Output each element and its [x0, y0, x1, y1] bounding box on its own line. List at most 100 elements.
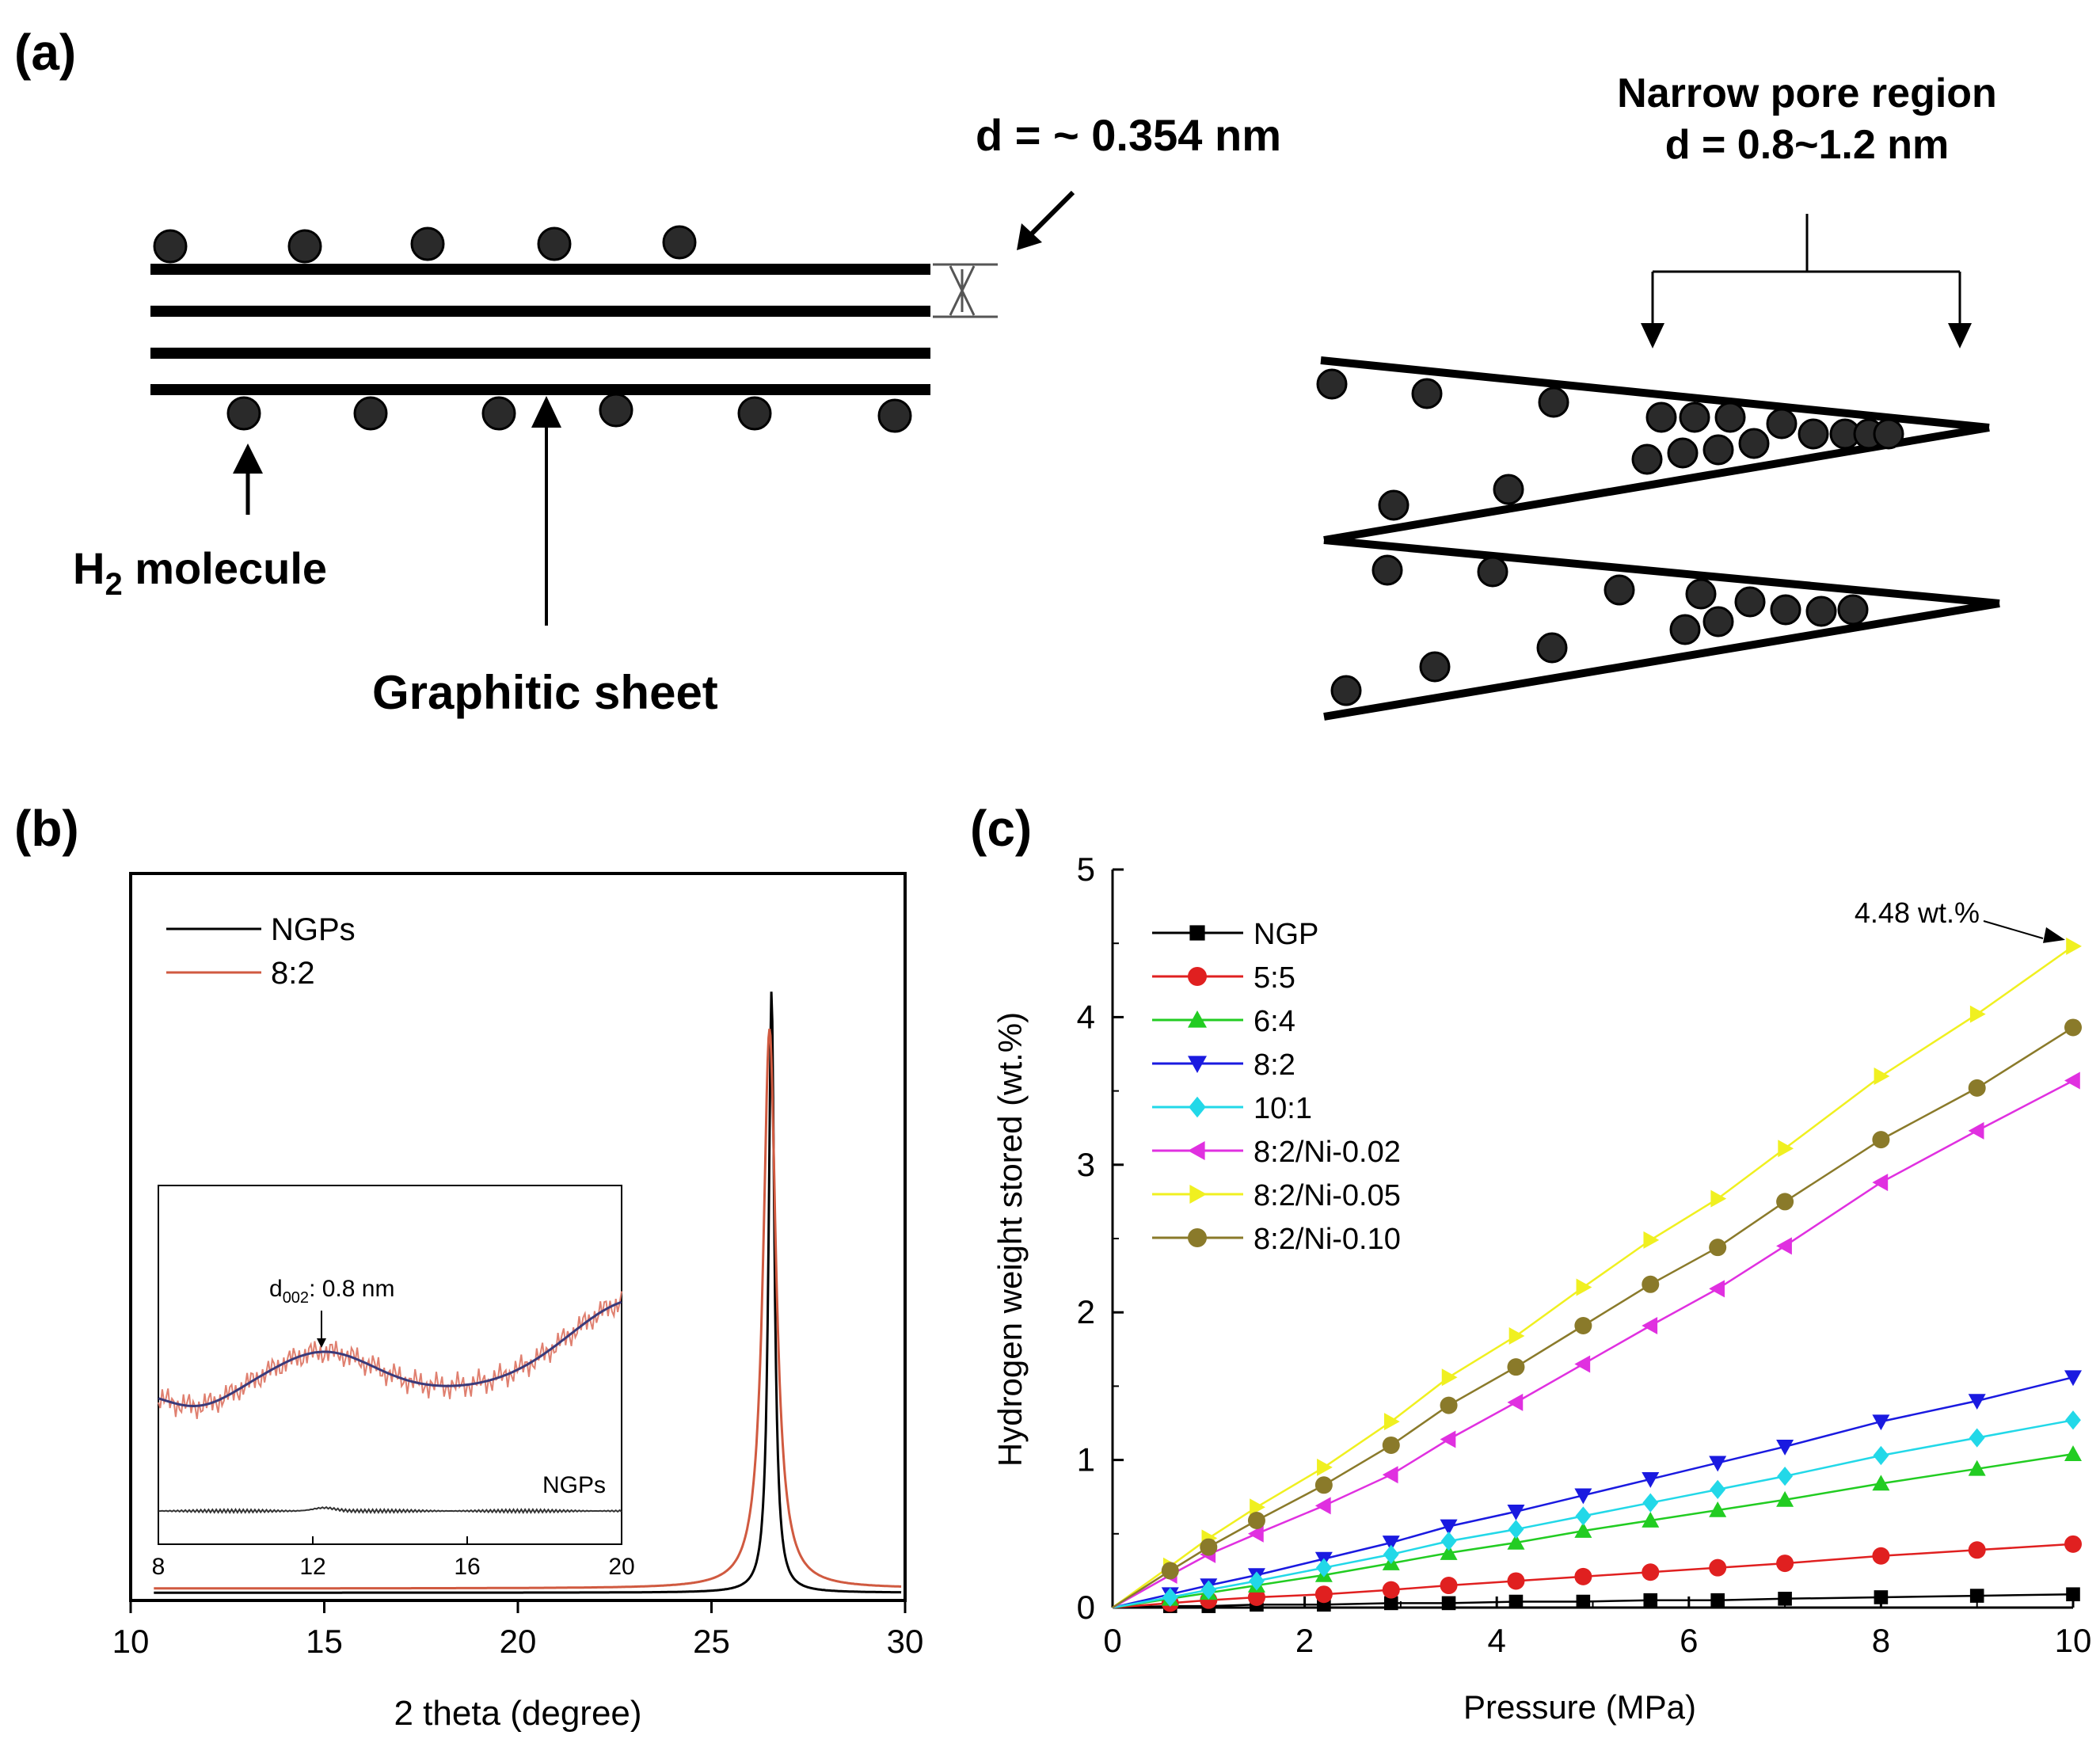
legend-c-label: NGP [1254, 918, 1318, 951]
data-point [1575, 1506, 1592, 1526]
panel-c-label: (c) [970, 800, 1032, 857]
legend-c-label: 8:2 [1254, 1048, 1295, 1082]
spacing-marker [933, 263, 998, 318]
data-point [1968, 1079, 1986, 1097]
sheet-arrow-head [531, 396, 561, 428]
h2-molecule [1371, 554, 1403, 586]
h2-molecule [1679, 401, 1710, 433]
data-point [1873, 1445, 1889, 1466]
inset-frame [158, 1185, 622, 1545]
data-point [1642, 1472, 1660, 1488]
data-point [1574, 1488, 1592, 1505]
h2-molecule [1493, 474, 1524, 505]
panel-a: (a) [14, 24, 2000, 721]
h2-molecule [1734, 586, 1766, 618]
data-point [1776, 1555, 1794, 1573]
chart-b-x-axis: 10 15 20 25 30 [112, 1600, 924, 1660]
data-point [1382, 1536, 1400, 1551]
data-point [1968, 1394, 1986, 1410]
pore-d-label: d = 0.8~1.2 nm [1665, 122, 1949, 168]
data-point [1872, 1174, 1889, 1192]
data-point [1872, 1475, 1890, 1491]
data-point [1776, 1237, 1792, 1255]
data-point [1969, 1589, 1984, 1603]
data-point [1162, 1587, 1178, 1608]
data-point [1440, 1430, 1456, 1448]
data-point [1441, 1596, 1456, 1611]
chart-c-y-tick-label: 0 [1077, 1589, 1095, 1626]
data-point [1969, 1428, 1985, 1448]
data-point [1507, 1533, 1525, 1550]
data-point [1383, 1544, 1399, 1564]
chart-b-x-tick-label: 25 [693, 1623, 730, 1660]
h2-molecule [410, 226, 445, 261]
chart-c-y-tick-label: 3 [1077, 1146, 1095, 1183]
chart-c-x-tick-label: 2 [1295, 1622, 1314, 1659]
data-point [1440, 1519, 1458, 1536]
chart-b-x-tick-label: 10 [112, 1623, 150, 1660]
legend-c-marker [1188, 1141, 1205, 1160]
h2-molecule [1685, 578, 1717, 610]
h2-molecule [599, 393, 633, 428]
h2-molecule [1538, 386, 1569, 418]
h2-molecule [1604, 574, 1635, 606]
data-point [1574, 1522, 1592, 1538]
h2-molecule [1378, 489, 1410, 521]
data-point [1709, 1280, 1725, 1298]
inset-annotation-arrowhead [317, 1338, 326, 1348]
data-point [1576, 1594, 1591, 1609]
data-point [2065, 1410, 2081, 1430]
data-point [2064, 1071, 2080, 1090]
pore-wedges [1320, 356, 2000, 721]
legend-b-label-82: 8:2 [271, 956, 315, 991]
data-point [1508, 1594, 1524, 1609]
pore-bracket [1651, 214, 1961, 325]
h2-molecule [1411, 378, 1443, 409]
h2-molecule [1837, 594, 1869, 626]
legend-c-label: 8:2/Ni-0.05 [1254, 1179, 1401, 1212]
data-point [1314, 1476, 1333, 1494]
inset-x-tick-label: 12 [299, 1554, 325, 1580]
chart-b-x-tick-label: 30 [887, 1623, 924, 1660]
data-point [1314, 1497, 1331, 1515]
wedge-line-3 [1323, 536, 2000, 607]
data-point [1574, 1567, 1592, 1585]
data-point [1642, 1512, 1660, 1528]
h2-molecules-bottom [226, 393, 912, 433]
data-point [1872, 1547, 1890, 1565]
data-point [1968, 1459, 1986, 1476]
legend-c-marker [1188, 1010, 1207, 1028]
inset-annotation: d002: 0.8 nm [269, 1276, 394, 1307]
data-point [2064, 1445, 2082, 1461]
chart-c-legend: NGP 5:5 6:4 8:2 10:1 8:2/Ni-0.02 8:2/Ni-0.05 8:… [1152, 918, 1401, 1256]
series-8:2 [1112, 1370, 2082, 1609]
data-point [1576, 1278, 1592, 1296]
data-point [1247, 1524, 1264, 1543]
data-point [1776, 1440, 1794, 1456]
data-point [1507, 1393, 1524, 1411]
data-point [1383, 1596, 1398, 1611]
spacing-arrow-line [1027, 190, 1075, 238]
chart-c-x-tick-label: 10 [2055, 1622, 2092, 1659]
data-point [1508, 1520, 1524, 1539]
wedge-line-2 [1323, 424, 1990, 544]
data-point [1709, 1239, 1727, 1257]
data-point [1872, 1414, 1890, 1431]
data-point [1247, 1588, 1265, 1606]
h2-molecule [226, 396, 261, 431]
h2-molecule [287, 229, 322, 264]
data-point [2064, 1535, 2082, 1553]
chart-c-y-tick-label: 5 [1077, 851, 1095, 888]
data-point [2064, 1370, 2082, 1387]
data-point [2066, 1587, 2080, 1602]
chart-c-y-tick-label: 2 [1077, 1293, 1095, 1330]
data-point [1383, 1413, 1400, 1431]
pore-title: Narrow pore region [1617, 70, 1997, 116]
h2-molecule [153, 229, 188, 264]
inset-raw-curve [158, 1291, 622, 1419]
data-point [1778, 1140, 1794, 1158]
data-point [1709, 1558, 1727, 1577]
h2-molecule [537, 226, 572, 261]
bracket-right-arrowhead [1948, 323, 1972, 348]
